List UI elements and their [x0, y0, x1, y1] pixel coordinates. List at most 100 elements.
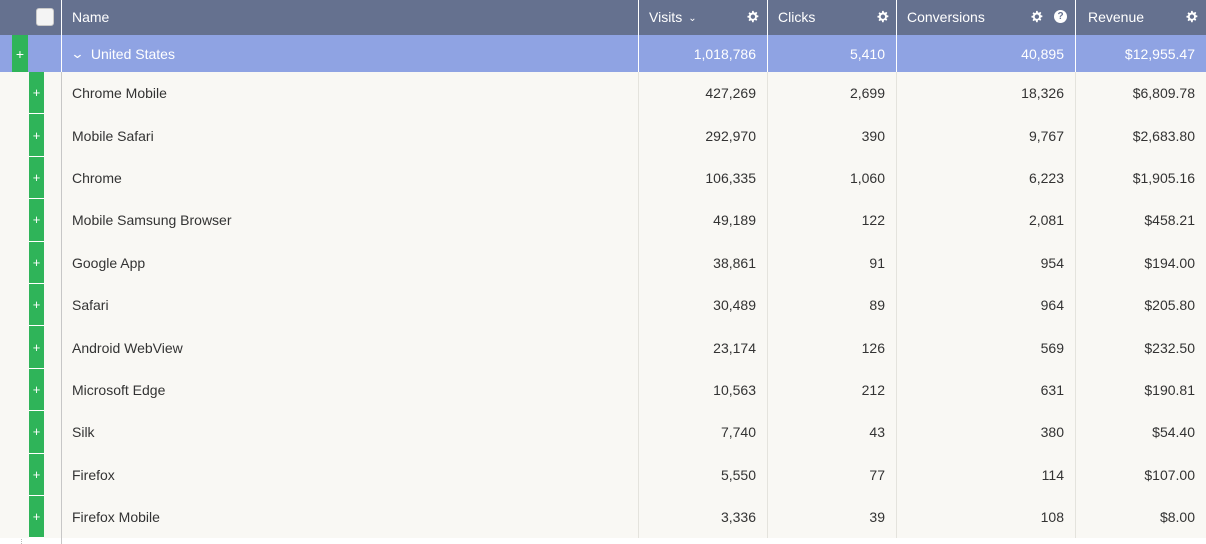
row-clicks-cell: 2,699 — [768, 72, 897, 115]
visits-header-text: Visits — [649, 9, 683, 25]
row-name-cell[interactable]: Mobile Samsung Browser — [62, 199, 639, 242]
gear-icon[interactable] — [1185, 10, 1198, 23]
row-revenue-cell: $205.80 — [1144, 297, 1195, 314]
row-expand-button[interactable]: + — [29, 284, 44, 327]
row-clicks-cell: 39 — [768, 496, 897, 539]
row-clicks-cell: 122 — [768, 199, 897, 242]
name-column-header[interactable]: Name — [62, 0, 639, 35]
row-visits-cell: 23,174 — [639, 326, 768, 369]
row-clicks-cell: 89 — [768, 284, 897, 327]
gear-icon[interactable] — [746, 10, 759, 23]
row-revenue-cell: $194.00 — [1144, 254, 1195, 271]
table-row[interactable]: + Chrome 106,335 1,060 6,223 $1,905.16 — [0, 156, 1206, 200]
row-clicks-cell: 126 — [768, 326, 897, 369]
question-circle-icon[interactable]: ? — [1054, 10, 1067, 23]
group-clicks-cell: 5,410 — [768, 35, 897, 72]
gear-icon[interactable] — [876, 10, 889, 23]
row-revenue-cell: $232.50 — [1144, 339, 1195, 356]
row-clicks-cell: 1,060 — [768, 156, 897, 200]
row-visits-cell: 5,550 — [639, 453, 768, 496]
row-expand-button[interactable]: + — [29, 72, 44, 115]
row-visits-cell: 49,189 — [639, 199, 768, 242]
table-row[interactable]: + Mobile Safari 292,970 390 9,767 $2,683.80 — [0, 114, 1206, 157]
table-row[interactable]: + Firefox Mobile 3,336 39 108 $8.00 — [0, 496, 1206, 539]
row-conversions-cell: 964 — [897, 284, 1076, 327]
name-header-label: Name — [72, 9, 110, 25]
row-conversions-cell: 2,081 — [897, 199, 1076, 242]
row-expand-button[interactable]: + — [29, 496, 44, 539]
row-expand-button[interactable]: + — [29, 156, 44, 200]
row-revenue-cell: $458.21 — [1144, 212, 1195, 229]
row-name-cell[interactable]: Microsoft Edge — [62, 368, 639, 412]
row-expand-button[interactable]: + — [29, 241, 44, 284]
group-name: United States — [90, 45, 175, 62]
row-visits-cell: 7,740 — [639, 411, 768, 454]
chevron-down-icon: ⌄ — [688, 13, 697, 24]
revenue-column-header[interactable]: Revenue — [1076, 0, 1206, 35]
row-visits-cell: 292,970 — [639, 114, 768, 157]
row-conversions-cell: 6,223 — [897, 156, 1076, 200]
table-row[interactable]: + Safari 30,489 89 964 $205.80 — [0, 284, 1206, 327]
row-revenue-cell: $8.00 — [1159, 509, 1195, 526]
group-conversions-cell: 40,895 — [897, 35, 1076, 72]
group-expand-button[interactable]: + — [12, 35, 28, 72]
row-revenue-cell: $190.81 — [1144, 381, 1195, 398]
chevron-down-icon[interactable]: ⌄ — [70, 45, 85, 61]
group-name-cell[interactable]: ⌄ United States — [62, 35, 639, 72]
select-column-header — [0, 0, 62, 35]
row-expand-button[interactable]: + — [29, 326, 44, 369]
row-name-cell[interactable]: Mobile Safari — [62, 114, 639, 157]
row-revenue-cell: $6,809.78 — [1132, 85, 1195, 102]
row-revenue-cell: $107.00 — [1144, 466, 1195, 483]
gear-icon[interactable] — [1030, 10, 1043, 23]
select-all-checkbox[interactable] — [36, 8, 54, 26]
row-conversions-cell: 569 — [897, 326, 1076, 369]
table-row[interactable]: + Google App 38,861 91 954 $194.00 — [0, 241, 1206, 284]
table-row[interactable]: + Silk 7,740 43 380 $54.40 — [0, 411, 1206, 454]
column-divider — [61, 72, 62, 544]
table-row[interactable]: + Firefox 5,550 77 114 $107.00 — [0, 453, 1206, 496]
visits-header-label[interactable]: Visits ⌄ — [649, 9, 697, 25]
row-expand-button[interactable]: + — [29, 453, 44, 496]
group-row-united-states[interactable]: + ⌄ United States 1,018,786 5,410 40,895… — [0, 35, 1206, 72]
row-visits-cell: 427,269 — [639, 72, 768, 115]
table-row[interactable]: + Microsoft Edge 10,563 212 631 $190.81 — [0, 368, 1206, 412]
row-name-cell[interactable]: Android WebView — [62, 326, 639, 369]
group-visits-cell: 1,018,786 — [639, 35, 768, 72]
revenue-header-label: Revenue — [1088, 9, 1145, 25]
row-visits-cell: 10,563 — [639, 368, 768, 412]
row-expand-button[interactable]: + — [29, 199, 44, 242]
row-name-cell[interactable]: Silk — [62, 411, 639, 454]
clicks-column-header[interactable]: Clicks — [768, 0, 897, 35]
conversions-header-label: Conversions — [907, 9, 985, 25]
group-select-cell: + — [0, 35, 62, 72]
row-name-cell[interactable]: Firefox Mobile — [62, 496, 639, 539]
table-row[interactable]: + Chrome Mobile 427,269 2,699 18,326 $6,809.7… — [0, 72, 1206, 115]
table-row[interactable]: + Mobile Samsung Browser 49,189 122 2,081 $45… — [0, 199, 1206, 242]
row-expand-button[interactable]: + — [29, 411, 44, 454]
row-clicks-cell: 91 — [768, 241, 897, 284]
row-name-cell[interactable]: Safari — [62, 284, 639, 327]
row-conversions-cell: 18,326 — [897, 72, 1076, 115]
row-name-cell[interactable]: Chrome Mobile — [62, 72, 639, 115]
row-name-cell[interactable]: Google App — [62, 241, 639, 284]
row-clicks-cell: 212 — [768, 368, 897, 412]
row-clicks-cell: 390 — [768, 114, 897, 157]
row-revenue-cell: $1,905.16 — [1132, 169, 1195, 186]
row-expand-button[interactable]: + — [29, 368, 44, 412]
row-conversions-cell: 114 — [897, 453, 1076, 496]
table-row[interactable]: + Android WebView 23,174 126 569 $232.50 — [0, 326, 1206, 369]
row-conversions-cell: 108 — [897, 496, 1076, 539]
row-name-cell[interactable]: Firefox — [62, 453, 639, 496]
row-visits-cell: 106,335 — [639, 156, 768, 200]
row-revenue-cell: $2,683.80 — [1132, 127, 1195, 144]
row-name-cell[interactable]: Chrome — [62, 156, 639, 200]
row-conversions-cell: 380 — [897, 411, 1076, 454]
group-revenue-cell: $12,955.47 — [1124, 45, 1195, 62]
row-visits-cell: 30,489 — [639, 284, 768, 327]
visits-column-header[interactable]: Visits ⌄ — [639, 0, 768, 35]
conversions-column-header[interactable]: Conversions ? — [897, 0, 1076, 35]
row-revenue-cell: $54.40 — [1152, 424, 1195, 441]
row-expand-button[interactable]: + — [29, 114, 44, 157]
